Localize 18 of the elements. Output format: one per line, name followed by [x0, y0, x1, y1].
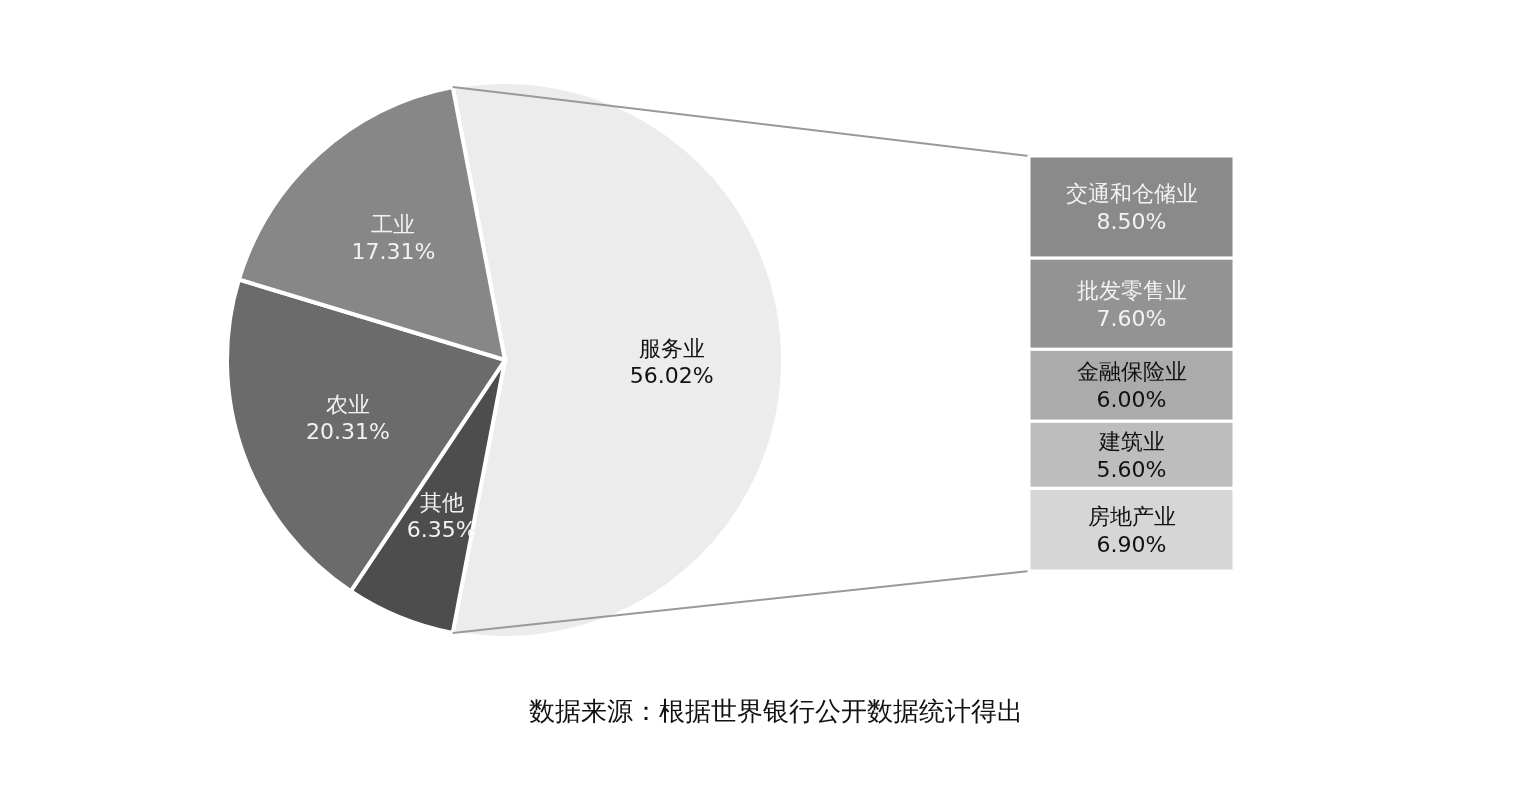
data-label: 8.50%: [1096, 208, 1167, 234]
data-label: 7.60%: [1096, 305, 1167, 331]
data-label: 20.31%: [306, 419, 390, 445]
data-label: 6.00%: [1096, 387, 1167, 413]
source-note: 数据来源：根据世界银行公开数据统计得出: [529, 696, 1023, 726]
data-label: 6.90%: [1096, 531, 1167, 557]
slice-label: 其他: [419, 489, 464, 515]
series-label: 建筑业: [1097, 428, 1165, 454]
series-label: 房地产业: [1087, 503, 1176, 529]
slice-label: 服务业: [638, 335, 705, 361]
series-label: 交通和仓储业: [1065, 180, 1198, 206]
slice-label: 农业: [325, 391, 370, 417]
data-label: 17.31%: [351, 239, 436, 265]
series-label: 金融保险业: [1076, 359, 1187, 385]
data-label: 56.02%: [629, 363, 714, 389]
slice-label: 工业: [371, 211, 416, 237]
series-label: 批发零售业: [1076, 277, 1187, 303]
data-label: 5.60%: [1096, 456, 1167, 482]
